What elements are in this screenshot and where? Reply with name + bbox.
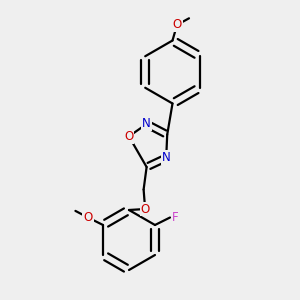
Text: F: F xyxy=(172,211,179,224)
Text: N: N xyxy=(142,118,151,130)
Text: O: O xyxy=(172,18,182,32)
Text: N: N xyxy=(162,152,171,164)
Text: O: O xyxy=(83,211,93,224)
Text: O: O xyxy=(124,130,134,143)
Text: O: O xyxy=(140,202,150,215)
